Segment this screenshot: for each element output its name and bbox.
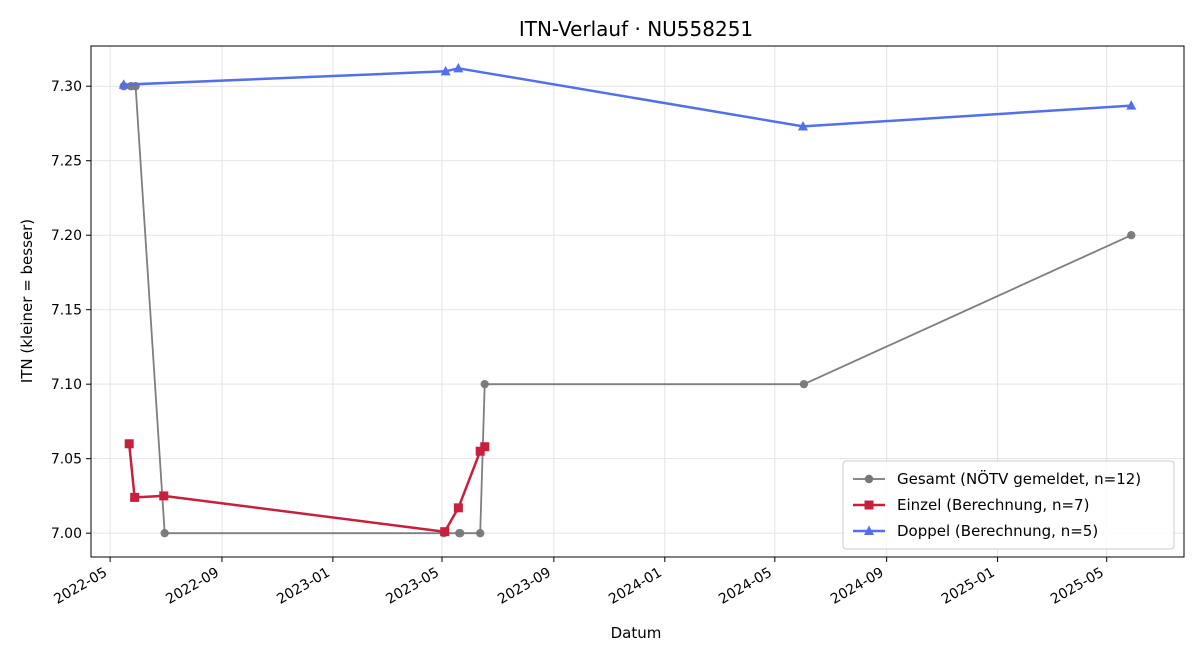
series-3 (118, 62, 1137, 131)
legend: Gesamt (NÖTV gemeldet, n=12) Einzel (Bere… (842, 460, 1175, 550)
y-tick-label: 7.30 (51, 79, 82, 95)
legend-box (842, 460, 1175, 550)
y-tick-label: 7.15 (51, 303, 82, 319)
y-tick-label: 7.25 (51, 154, 82, 170)
data-point (455, 528, 465, 538)
data-point (159, 491, 169, 501)
data-point (453, 503, 463, 513)
data-point (797, 120, 808, 131)
data-point (480, 442, 490, 452)
data-point (124, 439, 134, 449)
data-point (1127, 231, 1136, 240)
legend-label: Doppel (Berechnung, n=5) (897, 522, 1098, 540)
data-point (160, 528, 169, 538)
data-point (475, 446, 485, 456)
chart-title: ITN-Verlauf · NU558251 (519, 17, 753, 41)
data-point (118, 79, 129, 89)
legend-item: Doppel (Berechnung, n=5) (853, 522, 1098, 540)
x-axis-title: Datum (611, 624, 662, 642)
data-point (440, 527, 450, 537)
y-axis: 7.00 7.05 7.10 7.15 7.20 7.25 7.30 (51, 79, 91, 542)
y-tick-label: 7.05 (51, 452, 82, 468)
series-2 (124, 439, 490, 537)
legend-label: Gesamt (NÖTV gemeldet, n=12) (897, 469, 1141, 488)
series-layer (118, 62, 1137, 538)
series-markers (124, 439, 490, 537)
data-point (1126, 100, 1137, 110)
legend-marker (864, 525, 874, 535)
y-axis-title: ITN (kleiner = besser) (18, 219, 36, 383)
legend-item: Gesamt (NÖTV gemeldet, n=12) (853, 469, 1141, 488)
legend-label: Einzel (Berechnung, n=7) (897, 496, 1089, 514)
series-markers (118, 62, 1137, 131)
legend-marker (864, 500, 874, 510)
data-point (440, 65, 451, 76)
legend-item: Einzel (Berechnung, n=7) (853, 496, 1089, 514)
y-tick-label: 7.20 (51, 228, 82, 244)
data-point (130, 492, 140, 502)
data-point (475, 528, 485, 538)
y-tick-label: 7.00 (51, 526, 82, 542)
legend-marker (864, 474, 874, 484)
data-point (799, 379, 809, 389)
data-point (453, 62, 464, 73)
plot-frame (90, 45, 1185, 558)
data-point (480, 379, 489, 389)
y-tick-label: 7.10 (51, 377, 82, 393)
